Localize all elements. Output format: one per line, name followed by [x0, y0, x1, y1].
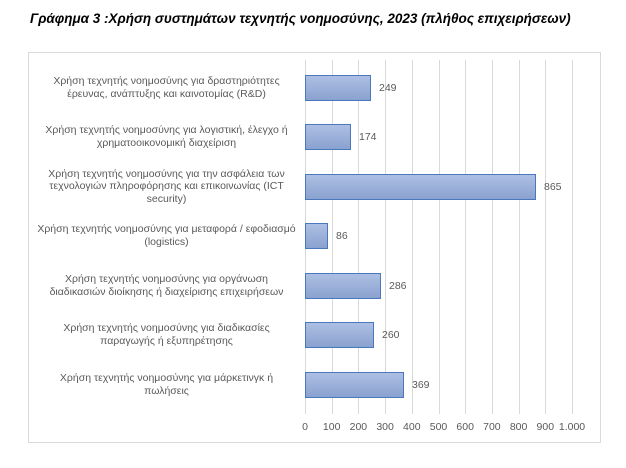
gridline	[358, 60, 360, 414]
gridline	[491, 60, 493, 414]
bar	[305, 371, 404, 398]
x-tick-label: 1.000	[558, 421, 586, 433]
gridline	[331, 60, 333, 414]
x-tick-label: 500	[429, 421, 448, 433]
bar-zone: 260	[305, 311, 600, 361]
x-tick-label: 0	[302, 421, 308, 433]
value-label: 260	[382, 329, 400, 342]
x-tick-label: 900	[536, 421, 555, 433]
x-tick-label: 300	[376, 421, 394, 433]
gridline	[438, 60, 440, 414]
category-label: Χρήση τεχνητής νοημοσύνης για μάρκετινγκ…	[59, 371, 274, 397]
bar-zone: 249	[305, 63, 600, 113]
value-label: 174	[359, 131, 377, 144]
bar-row: Χρήση τεχνητής νοημοσύνης για διαδικασίε…	[29, 311, 600, 361]
bar-row: Χρήση τεχνητής νοημοσύνης για οργάνωση δ…	[29, 261, 600, 311]
value-label: 86	[336, 230, 348, 243]
gridline	[545, 60, 547, 414]
x-tick-label: 100	[322, 421, 341, 433]
bar-row: Χρήση τεχνητής νοημοσύνης για μάρκετινγκ…	[29, 360, 600, 410]
bar-row: Χρήση τεχνητής νοημοσύνης για την ασφάλε…	[29, 162, 600, 212]
bar-row: Χρήση τεχνητής νοημοσύνης για μεταφορά /…	[29, 212, 600, 262]
bar-zone: 369	[305, 360, 600, 410]
bar-row: Χρήση τεχνητής νοημοσύνης για δραστηριότ…	[29, 63, 600, 113]
category-label: Χρήση τεχνητής νοημοσύνης για δραστηριότ…	[53, 74, 280, 100]
gridline	[465, 60, 467, 414]
x-axis-tick-labels: 0 100 200 300 400 500 600 700 800 900 1.000	[302, 421, 599, 437]
x-tick-label: 700	[483, 421, 501, 433]
x-tick-label: 200	[349, 421, 368, 433]
bar	[305, 272, 381, 299]
bar-zone: 86	[305, 212, 600, 262]
x-tick-label: 800	[509, 421, 528, 433]
category-label: Χρήση τεχνητής νοημοσύνης για διαδικασίε…	[63, 322, 270, 348]
x-tick-label: 600	[456, 421, 474, 433]
bar-zone: 286	[305, 261, 600, 311]
x-tick-label: 400	[403, 421, 421, 433]
bar-zone: 865	[305, 162, 600, 212]
chart-frame: Χρήση τεχνητής νοημοσύνης για δραστηριότ…	[28, 52, 601, 443]
bar-row: Χρήση τεχνητής νοημοσύνης για λογιστική,…	[29, 113, 600, 163]
value-label: 865	[544, 180, 562, 193]
bar-zone: 174	[305, 113, 600, 163]
gridline	[572, 60, 573, 414]
gridline	[385, 60, 387, 414]
value-label: 249	[379, 81, 397, 94]
value-label: 286	[389, 279, 407, 292]
category-label: Χρήση τεχνητής νοημοσύνης για την ασφάλε…	[48, 167, 285, 206]
value-label: 369	[412, 378, 430, 391]
bar-rows: Χρήση τεχνητής νοημοσύνης για δραστηριότ…	[29, 63, 600, 410]
chart-title: Γράφημα 3 :Χρήση συστημάτων τεχνητής νοη…	[30, 11, 571, 26]
category-label: Χρήση τεχνητής νοημοσύνης για μεταφορά /…	[37, 223, 296, 249]
bar	[305, 322, 374, 349]
gridline	[411, 60, 413, 414]
bar	[305, 124, 351, 151]
bar	[305, 223, 328, 250]
bar	[305, 74, 371, 101]
bar	[305, 173, 536, 200]
gridline	[518, 60, 520, 414]
category-label: Χρήση τεχνητής νοημοσύνης για λογιστική,…	[45, 124, 288, 150]
category-label: Χρήση τεχνητής νοημοσύνης για οργάνωση δ…	[49, 272, 284, 298]
